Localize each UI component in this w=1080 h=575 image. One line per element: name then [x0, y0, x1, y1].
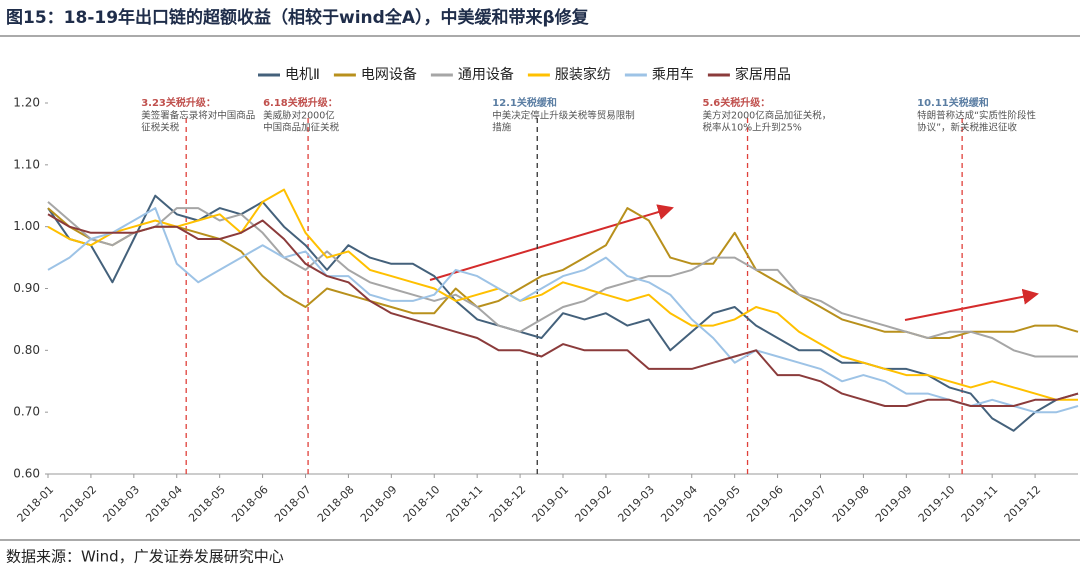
y-tick-label: 0.90 [13, 281, 40, 295]
y-tick-label: 0.70 [13, 405, 40, 419]
series-line [47, 213, 1079, 407]
event-text: 措施 [492, 122, 512, 134]
x-tick-label: 2019-05 [701, 483, 743, 525]
x-tick-label: 2019-11 [959, 483, 1001, 525]
x-tick-label: 2019-02 [572, 483, 614, 525]
event-text: 中国商品加征关税 [263, 122, 340, 134]
legend-label: 电机Ⅱ [285, 67, 320, 83]
event-title: 5.6关税升级： [703, 96, 771, 109]
event-text: 协议”，新关税推迟征收 [917, 122, 1017, 134]
series-line [47, 188, 1078, 401]
y-tick-label: 1.10 [13, 157, 40, 171]
x-tick-label: 2019-03 [615, 483, 657, 525]
event-text: 中美决定停止升级关税等贸易限制 [492, 110, 635, 122]
x-tick-label: 2018-09 [358, 483, 400, 525]
y-tick-label: 0.60 [13, 467, 40, 481]
series-line [47, 207, 1079, 414]
x-tick-label: 2018-03 [100, 483, 142, 525]
source: 数据来源：Wind，广发证券发展研究中心 [6, 548, 284, 566]
y-tick-label: 1.00 [13, 219, 40, 233]
event-title: 12.1关税缓和 [492, 96, 557, 109]
event-text: 美方对2000亿商品加征关税， [703, 110, 832, 122]
legend-label: 乘用车 [652, 66, 694, 83]
legend-label: 通用设备 [458, 66, 514, 83]
x-tick-label: 2019-04 [658, 483, 700, 525]
y-tick-label: 0.80 [13, 343, 40, 357]
series-line [47, 201, 1078, 358]
y-tick-label: 1.20 [13, 96, 40, 110]
x-tick-label: 2018-05 [186, 483, 228, 525]
legend-label: 电网设备 [361, 66, 417, 83]
x-tick-label: 2019-08 [830, 483, 872, 525]
x-tick-label: 2018-11 [444, 483, 486, 525]
event-text: 特朗普称达成“实质性阶段性 [917, 110, 1036, 122]
x-tick-label: 2018-12 [487, 483, 529, 525]
event-text: 征税关税 [141, 122, 180, 134]
legend-label: 服装家纺 [555, 66, 611, 83]
x-tick-label: 2019-09 [873, 483, 915, 525]
x-tick-label: 2019-01 [530, 483, 572, 525]
legend-label: 家居用品 [735, 66, 791, 83]
event-text: 美威胁对2000亿 [263, 110, 335, 122]
x-tick-label: 2018-10 [401, 483, 443, 525]
x-tick-label: 2018-02 [57, 483, 99, 525]
x-tick-label: 2018-01 [15, 483, 57, 525]
event-title: 3.23关税升级： [141, 96, 216, 109]
trend-arrow [429, 204, 674, 281]
x-tick-label: 2018-07 [272, 483, 314, 525]
page-title: 图15：18-19年出口链的超额收益（相较于wind全A），中美缓和带来β修复 [6, 7, 590, 28]
event-title: 10.11关税缓和 [917, 96, 989, 109]
x-tick-label: 2019-07 [787, 483, 829, 525]
series-line [47, 207, 1079, 339]
x-tick-label: 2018-04 [143, 483, 185, 525]
x-tick-label: 2019-10 [916, 483, 958, 525]
event-text: 税率从10%上升到25% [703, 122, 802, 134]
trend-arrow [904, 288, 1039, 321]
series-line [47, 194, 1079, 432]
event-title: 6.18关税升级： [263, 96, 338, 109]
x-tick-label: 2018-08 [315, 483, 357, 525]
x-tick-label: 2019-06 [744, 483, 786, 525]
event-text: 美签署备忘录将对中国商品 [141, 110, 255, 122]
x-tick-label: 2019-12 [1002, 483, 1044, 525]
x-tick-label: 2018-06 [229, 483, 271, 525]
